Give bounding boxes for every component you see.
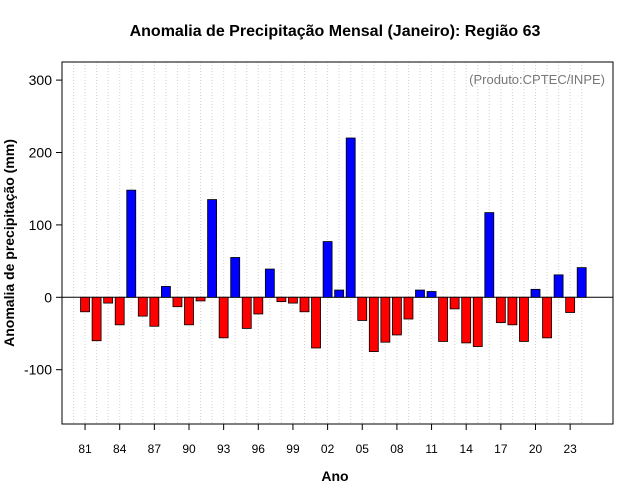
bar-1993 [218,296,229,339]
bar-1987 [149,296,160,327]
bars-group [80,137,587,352]
bar-2023 [565,296,576,313]
x-tick-label: 23 [563,442,577,456]
y-tick-label: 100 [29,217,53,233]
bar-2016 [484,212,495,298]
bar-1994 [230,257,241,298]
bar-2020 [530,288,541,298]
bar-2017 [495,296,506,324]
bar-1983 [103,296,114,304]
y-axis: -100 0 100 200 300 [24,72,62,378]
bar-2003 [334,289,345,298]
bar-1998 [276,296,287,303]
x-tick-label: 87 [148,442,162,456]
x-tick-label: 02 [321,442,335,456]
bar-2001 [311,296,321,349]
bar-2018 [507,296,518,326]
bar-1997 [264,268,275,298]
bar-1996 [253,296,264,315]
bar-1985 [126,189,137,298]
bar-2002 [322,241,333,298]
y-tick-label: 300 [29,72,53,88]
chart-title: Anomalia de Precipitação Mensal (Janeiro… [130,23,541,40]
bar-1989 [172,296,183,308]
bar-2005 [357,296,368,321]
bar-2004 [345,137,356,298]
bar-1986 [137,296,148,317]
bar-2006 [368,296,379,352]
bar-1982 [91,296,102,342]
x-tick-label: 17 [494,442,508,456]
x-tick-label: 05 [356,442,370,456]
x-tick-label: 14 [460,442,474,456]
y-tick-label: 200 [29,145,53,161]
y-tick-label: -100 [24,362,52,378]
bar-2014 [461,296,472,344]
bar-1991 [195,296,206,302]
bar-1999 [288,296,298,304]
bar-2024 [576,267,587,298]
x-tick-label: 11 [425,442,438,456]
bar-1981 [80,296,90,313]
bar-2012 [438,296,449,342]
bar-1990 [184,296,194,326]
bar-1995 [241,296,252,329]
credit-label: (Produto:CPTEC/INPE) [469,72,605,87]
bar-2021 [542,296,552,339]
bar-2000 [299,296,310,313]
x-axis-label: Ano [321,468,348,484]
x-tick-label: 99 [286,442,300,456]
bar-2019 [519,296,529,342]
x-tick-label: 20 [529,442,543,456]
bar-1984 [114,296,125,326]
bar-2009 [403,296,414,320]
bar-1988 [160,286,171,298]
x-axis: 81 84 87 90 93 96 99 02 05 08 11 14 17 20 23 [78,424,577,456]
x-tick-label: 81 [78,442,92,456]
x-tick-label: 08 [390,442,404,456]
x-tick-label: 84 [113,442,127,456]
y-tick-label: 0 [44,289,52,305]
bar-2011 [426,291,437,298]
bar-1992 [207,199,218,298]
x-tick-label: 93 [217,442,231,456]
y-axis-label: Anomalia de precipitação (mm) [1,139,17,347]
plot-frame [61,61,614,425]
bar-2013 [449,296,460,310]
bar-2008 [391,296,402,336]
bar-2022 [553,274,564,298]
x-tick-label: 96 [252,442,266,456]
bar-2010 [415,289,425,298]
bar-2007 [380,296,391,343]
bar-2015 [472,296,483,347]
x-tick-label: 90 [182,442,196,456]
